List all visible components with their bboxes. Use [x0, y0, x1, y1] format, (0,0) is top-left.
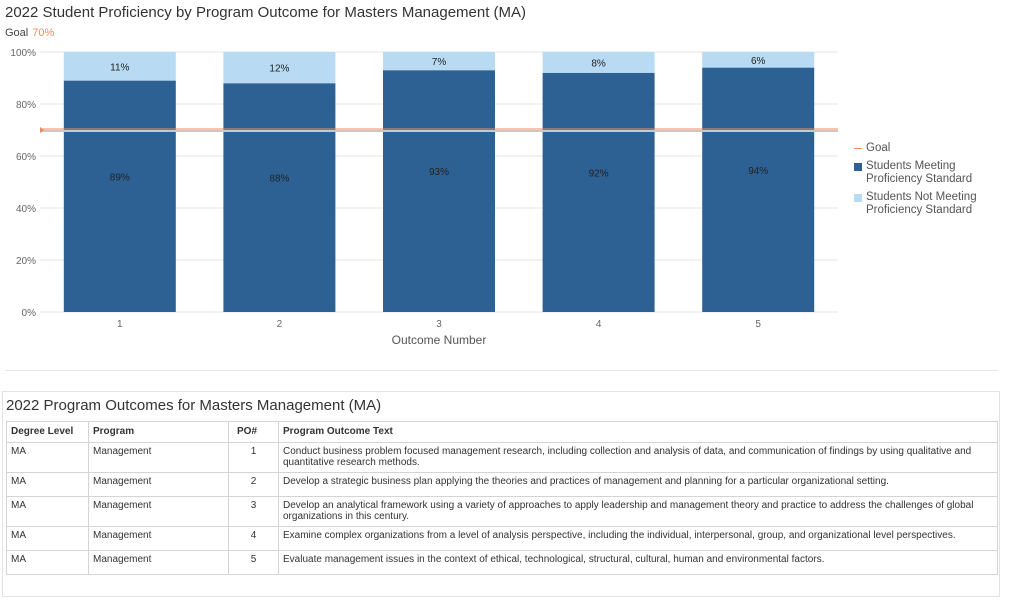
cell-outcome-text: Evaluate management issues in the contex…: [278, 549, 998, 575]
x-tick-label: 5: [755, 319, 761, 330]
table-row: MA Management 1 Conduct business problem…: [6, 441, 998, 473]
x-axis-title: Outcome Number: [392, 333, 487, 347]
data-label-meeting: 94%: [748, 166, 768, 177]
bar-not-meeting[interactable]: [383, 52, 495, 71]
y-tick-label: 100%: [10, 48, 36, 59]
cell-degree-level: MA: [6, 525, 89, 551]
cell-degree-level: MA: [6, 549, 89, 575]
cell-po-number: 1: [228, 441, 279, 473]
bar-not-meeting[interactable]: [223, 52, 336, 84]
cell-program: Management: [88, 471, 229, 497]
section-divider: [5, 370, 998, 371]
y-tick-label: 20%: [16, 256, 36, 267]
cell-outcome-text: Conduct business problem focused managem…: [278, 441, 998, 473]
table-row: MA Management 4 Examine complex organiza…: [6, 525, 998, 551]
data-label-not-meeting: 7%: [432, 57, 447, 68]
legend-label-not-meeting: Students Not Meeting Proficiency Standar…: [866, 191, 977, 216]
table-row: MA Management 3 Develop an analytical fr…: [6, 495, 998, 527]
goal-indicator-value: 70%: [32, 27, 55, 39]
legend-item-not-meeting[interactable]: Students Not Meeting Proficiency Standar…: [854, 191, 1004, 217]
cell-outcome-text: Develop a strategic business plan applyi…: [278, 471, 998, 497]
header-po-number: PO#: [228, 421, 279, 443]
x-tick-label: 4: [596, 319, 602, 330]
y-tick-label: 60%: [16, 152, 36, 163]
y-tick-label: 0%: [22, 308, 37, 319]
cell-degree-level: MA: [6, 495, 89, 527]
table-row: MA Management 2 Develop a strategic busi…: [6, 471, 998, 497]
cell-program: Management: [88, 441, 229, 473]
legend-swatch-not-meeting: [854, 194, 862, 202]
legend-label-meeting: Students Meeting Proficiency Standard: [866, 160, 973, 185]
bar-meeting[interactable]: [223, 83, 336, 312]
cell-po-number: 5: [228, 549, 279, 575]
chart-legend: Goal Students Meeting Proficiency Standa…: [854, 142, 1004, 222]
cell-program: Management: [88, 525, 229, 551]
goal-indicator-text: Goal: [5, 27, 29, 39]
bar-meeting[interactable]: [383, 70, 495, 312]
cell-outcome-text: Develop an analytical framework using a …: [278, 495, 998, 527]
bar-not-meeting[interactable]: [702, 52, 815, 68]
data-label-not-meeting: 12%: [269, 64, 289, 75]
table-header-row: Degree Level Program PO# Program Outcome…: [6, 421, 998, 443]
cell-po-number: 3: [228, 495, 279, 527]
bar-not-meeting[interactable]: [63, 52, 176, 81]
data-label-not-meeting: 6%: [751, 56, 766, 67]
goal-marker: [40, 127, 44, 133]
x-tick-label: 3: [436, 319, 442, 330]
data-label-meeting: 92%: [589, 168, 609, 179]
cell-po-number: 2: [228, 471, 279, 497]
legend-item-meeting[interactable]: Students Meeting Proficiency Standard: [854, 160, 1004, 186]
data-label-meeting: 93%: [429, 167, 449, 178]
cell-outcome-text: Examine complex organizations from a lev…: [278, 525, 998, 551]
bar-meeting[interactable]: [702, 67, 815, 312]
y-tick-label: 80%: [16, 100, 36, 111]
data-label-meeting: 88%: [269, 174, 289, 185]
table-title: 2022 Program Outcomes for Masters Manage…: [6, 397, 382, 414]
legend-item-goal[interactable]: Goal: [854, 142, 1004, 155]
cell-program: Management: [88, 495, 229, 527]
bar-meeting[interactable]: [542, 72, 655, 312]
header-program: Program: [88, 421, 229, 443]
cell-degree-level: MA: [6, 441, 89, 473]
cell-degree-level: MA: [6, 471, 89, 497]
header-degree-level: Degree Level: [6, 421, 89, 443]
bar-not-meeting[interactable]: [542, 52, 655, 73]
chart-title: 2022 Student Proficiency by Program Outc…: [5, 4, 527, 21]
x-tick-label: 1: [117, 319, 123, 330]
cell-program: Management: [88, 549, 229, 575]
legend-swatch-meeting: [854, 163, 862, 171]
data-label-not-meeting: 11%: [110, 62, 129, 73]
goal-indicator: Goal 70%: [5, 27, 54, 39]
x-tick-label: 2: [277, 319, 283, 330]
header-outcome-text: Program Outcome Text: [278, 421, 998, 443]
program-outcomes-table: Degree Level Program PO# Program Outcome…: [6, 421, 998, 575]
bar-meeting[interactable]: [63, 80, 176, 312]
legend-label-goal: Goal: [866, 142, 891, 154]
data-label-not-meeting: 8%: [591, 58, 606, 69]
data-label-meeting: 89%: [110, 172, 130, 183]
stacked-bar-chart: 0% 20% 40% 60% 80% 100% 89% 11% 1 88% 12% 2 93% 7% 3 92…: [10, 48, 838, 347]
table-row: MA Management 5 Evaluate management issu…: [6, 549, 998, 575]
cell-po-number: 4: [228, 525, 279, 551]
y-tick-label: 40%: [16, 204, 36, 215]
legend-swatch-goal: [854, 148, 862, 149]
program-outcomes-panel: 2022 Program Outcomes for Masters Manage…: [2, 391, 1000, 597]
